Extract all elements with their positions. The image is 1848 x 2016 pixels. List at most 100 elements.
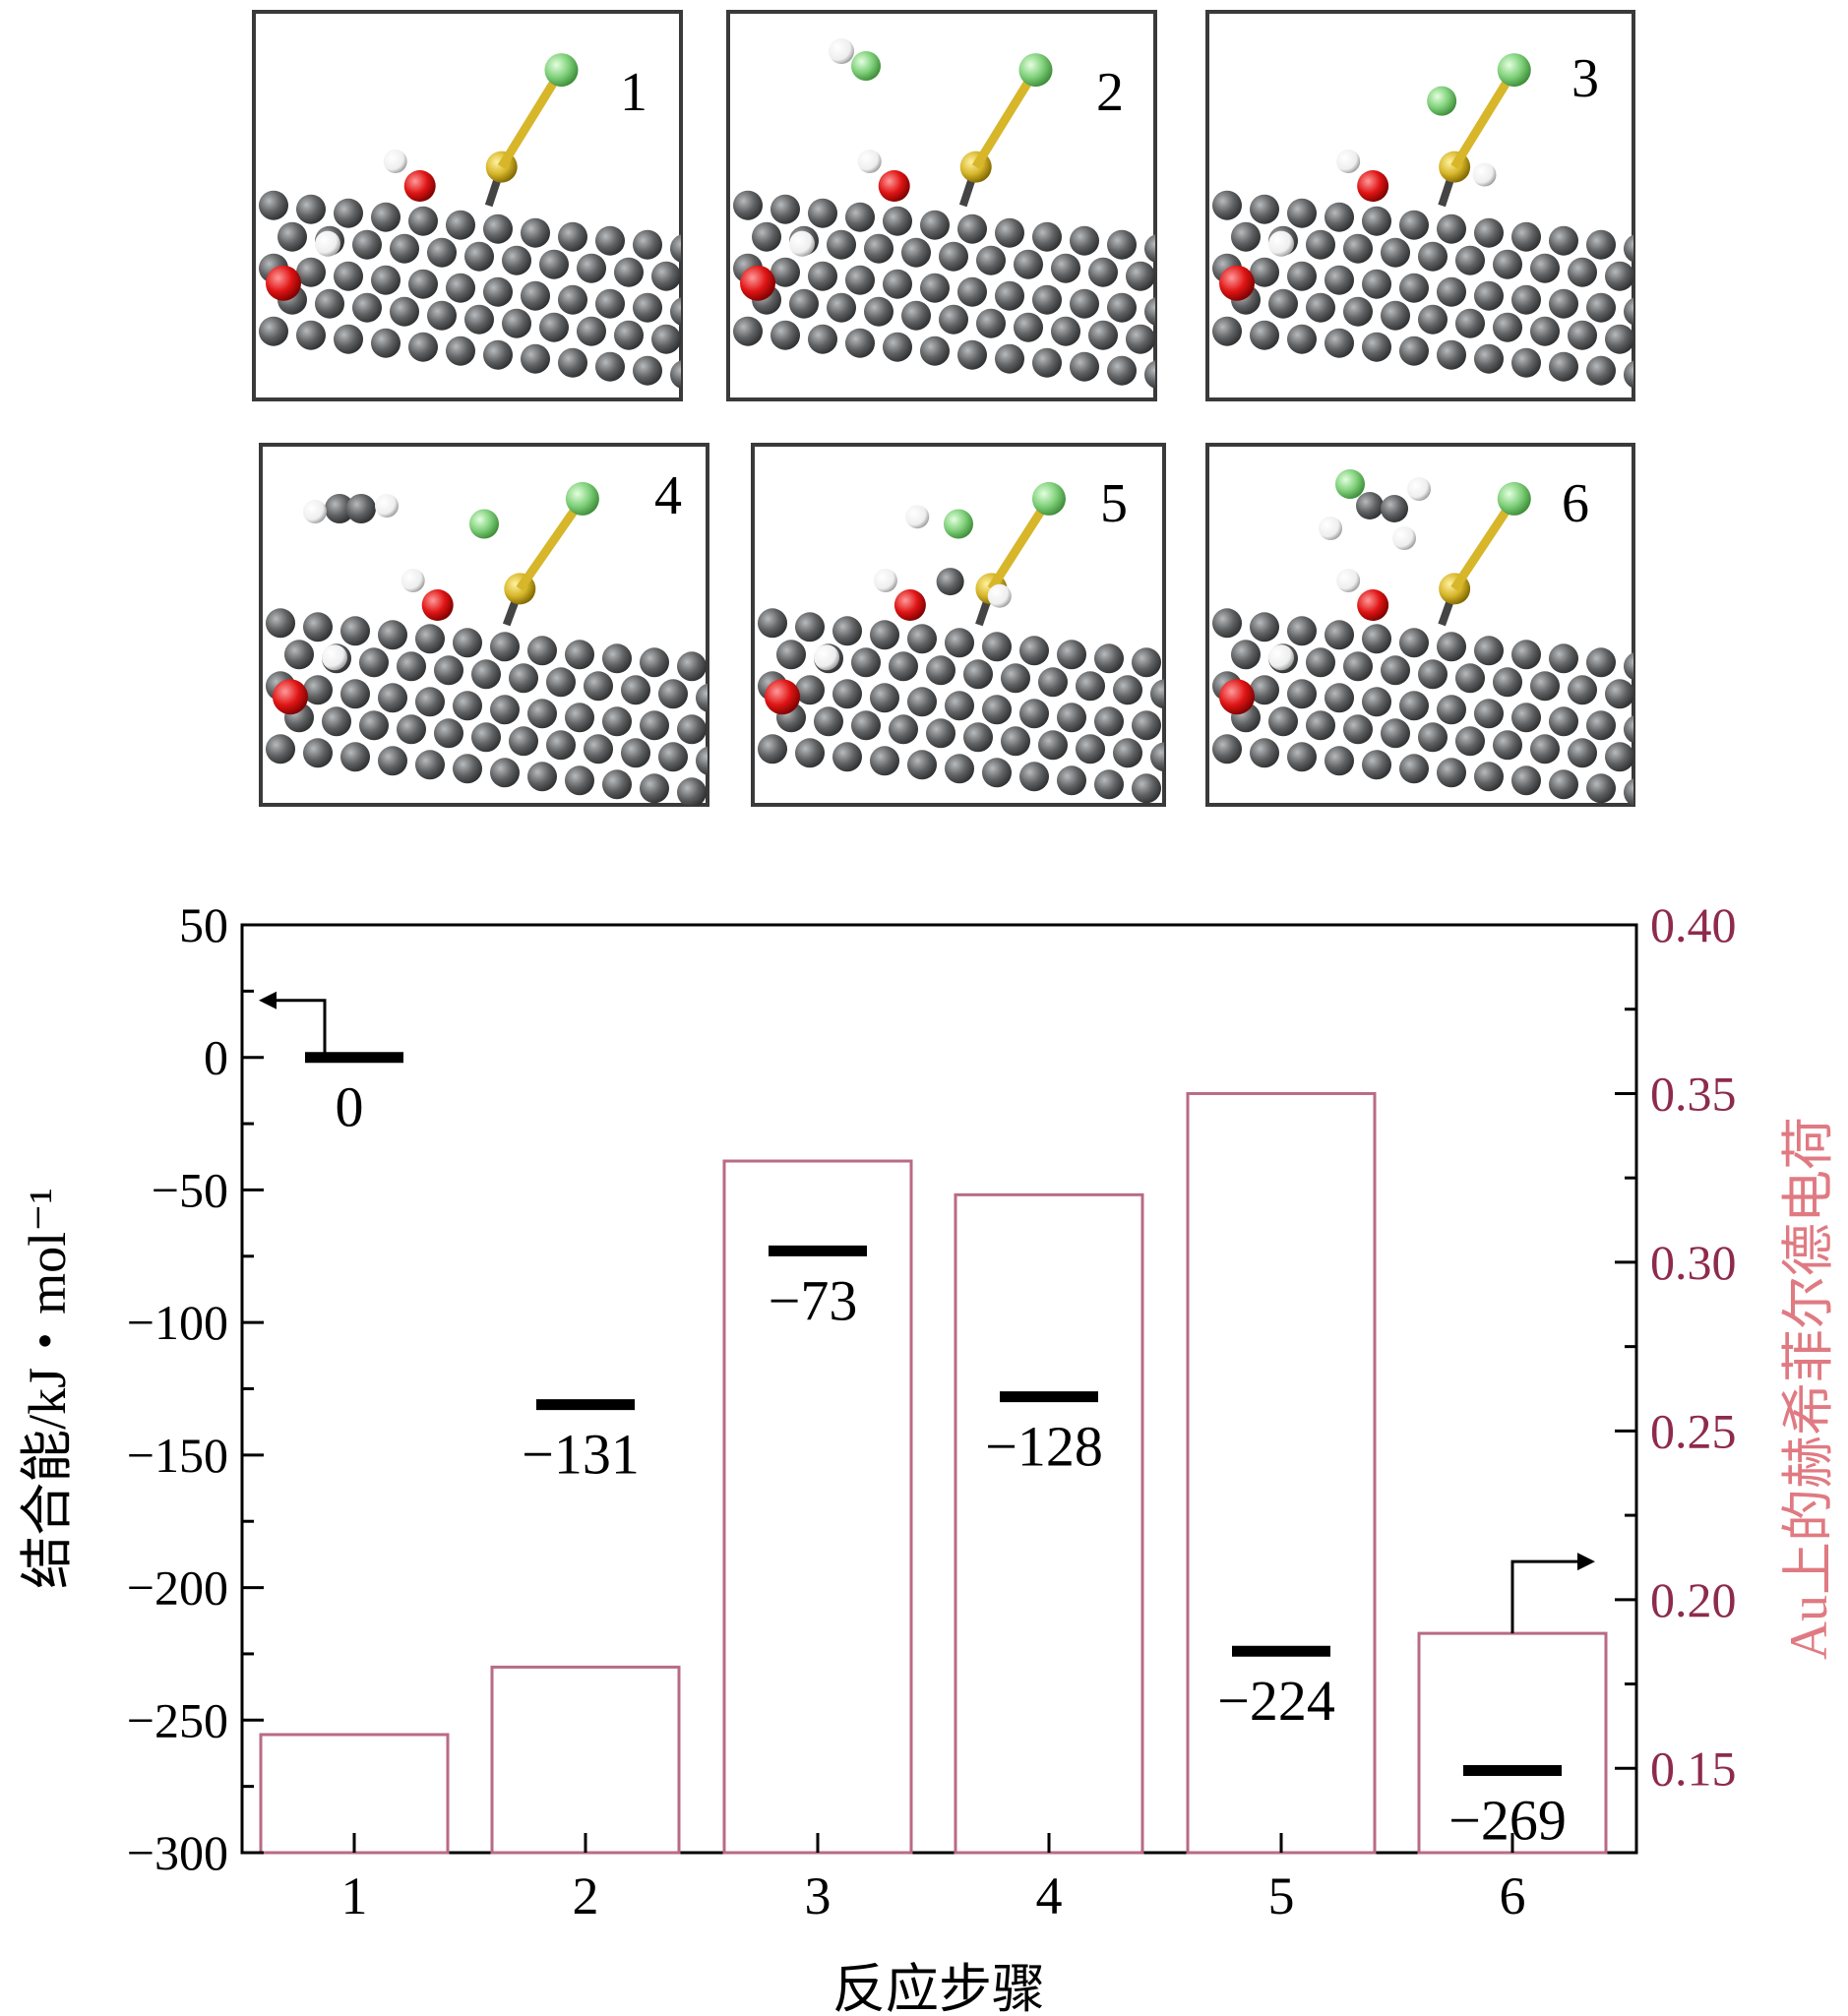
carbon-atom [1113, 675, 1142, 705]
carbon-atom [926, 718, 955, 749]
carbon-atom [602, 706, 632, 737]
chlorine-atom [565, 481, 599, 516]
carbon-atom [1343, 233, 1373, 264]
carbon-atom [1381, 300, 1410, 331]
carbon-atom [614, 320, 644, 350]
carbon-atom [490, 695, 520, 725]
carbon-atom [464, 241, 494, 272]
carbon-atom [832, 742, 862, 772]
panel-frame [1205, 443, 1635, 807]
panel-frames [252, 10, 1635, 807]
carbon-atom [1250, 194, 1279, 224]
charge-bars [259, 1091, 1608, 1855]
carbon-atom [1399, 336, 1429, 366]
carbon-atom [1212, 608, 1242, 639]
hydrogen-atom [383, 150, 407, 173]
carbon-atom [1624, 297, 1633, 326]
charge-bar [490, 1665, 681, 1855]
carbon-atom [633, 292, 662, 323]
carbon-atom [1094, 769, 1124, 800]
axis-arrows [259, 991, 1595, 1634]
carbon-atom [614, 257, 644, 287]
carbon-atom [1014, 249, 1043, 279]
energy-value-label: −224 [1217, 1669, 1335, 1733]
carbon-atom [1088, 257, 1118, 287]
carbon-atom [808, 324, 837, 354]
right-tick-label: 0.25 [1650, 1403, 1737, 1458]
carbon-atom [1287, 324, 1317, 354]
carbon-atom [1362, 269, 1391, 299]
carbon-atom [546, 730, 576, 761]
carbon-atom [1306, 229, 1335, 260]
carbon-atom [1070, 288, 1099, 319]
panel-frame [1205, 10, 1635, 401]
carbon-atom [521, 280, 550, 311]
carbon-atom [1324, 620, 1354, 650]
carbon-atom [1586, 773, 1616, 804]
carbon-atom [558, 284, 587, 315]
carbon-atom [733, 190, 763, 220]
carbon-atom [1455, 245, 1485, 275]
carbon-atom [1437, 758, 1466, 788]
hydrogen-atom [857, 150, 882, 173]
carbon-atom [453, 628, 482, 658]
carbon-atom [1661, 655, 1691, 685]
carbon-atom [870, 683, 899, 713]
x-tick-label: 2 [573, 1866, 599, 1925]
hydrogen-atom [814, 644, 839, 671]
carbon-atom [595, 288, 625, 319]
oxygen-atom [1219, 679, 1255, 715]
carbon-atom [1051, 253, 1080, 283]
energy-value-label: −73 [769, 1268, 858, 1332]
carbon-atom [733, 687, 763, 716]
carbon-atom [1132, 710, 1161, 741]
carbon-atom [1549, 288, 1578, 319]
carbon-atom [340, 742, 370, 772]
carbon-atom [334, 261, 363, 291]
carbon-atom [1642, 683, 1672, 712]
carbon-atom [1624, 715, 1633, 744]
panel-numbers: 1 2 3 4 5 6 [620, 48, 1599, 534]
hydrogen-atom [400, 569, 425, 592]
x-axis-title: 反应步骤 [832, 1960, 1045, 2016]
carbon-atom [446, 273, 475, 303]
panel-frame [259, 443, 709, 807]
carbon-atom [434, 718, 463, 749]
carbon-atom [1362, 624, 1391, 654]
carbon-atom [926, 655, 955, 686]
carbon-atom [1605, 324, 1633, 354]
carbon-atom [733, 316, 763, 346]
chlorine-atom [469, 509, 499, 539]
carbon-atom [1324, 265, 1354, 295]
oxygen-atom [403, 170, 436, 202]
oxygen-atom [740, 265, 775, 301]
hydrogen-atom [1336, 569, 1361, 592]
hydrogen-atom [789, 230, 815, 257]
carbon-atom [527, 699, 557, 729]
hydrogen-atom [375, 494, 399, 518]
hydrogen-atom [873, 569, 897, 592]
bond [497, 67, 566, 169]
carbon-atom [464, 304, 494, 335]
carbon-atom [1169, 651, 1199, 681]
carbon-atom [982, 695, 1012, 725]
carbon-atom [883, 332, 912, 362]
carbon-atom [1568, 738, 1597, 768]
carbon-atom [808, 261, 837, 291]
molecular-structures: 1 2 3 4 5 6 [252, 10, 1691, 807]
carbon-atom [527, 636, 557, 666]
left-tick-label: 0 [204, 1030, 228, 1085]
carbon-atom [334, 198, 363, 228]
carbon-atom [415, 624, 445, 654]
carbon-atom [471, 659, 501, 690]
carbon-atom [1624, 778, 1633, 805]
energy-value-label: −131 [522, 1423, 640, 1487]
panel-atoms [259, 38, 1691, 805]
carbon-atom [770, 194, 800, 224]
carbon-atom [1107, 229, 1137, 260]
carbon-atom [776, 640, 806, 670]
chlorine-atom [851, 51, 881, 81]
carbon-atom [1287, 261, 1317, 291]
carbon-atom [770, 320, 800, 350]
carbon-atom [814, 706, 843, 737]
